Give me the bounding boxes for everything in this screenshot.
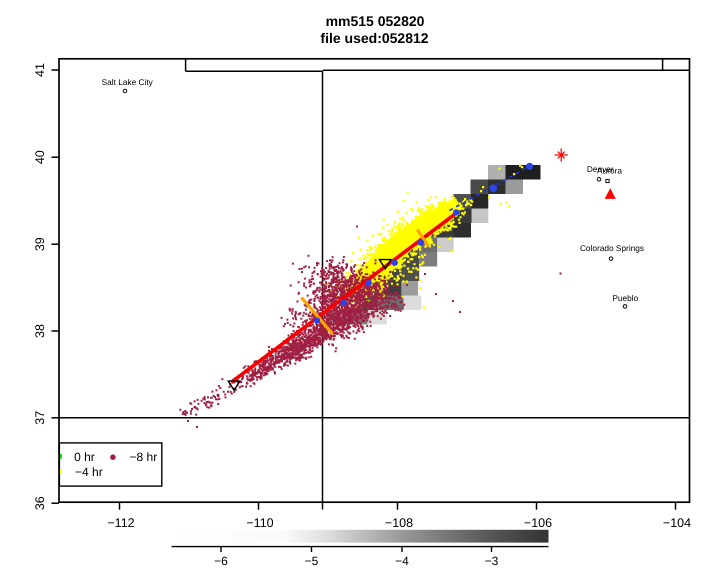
svg-text:Aurora: Aurora [597,166,622,176]
svg-text:Pueblo: Pueblo [612,293,638,303]
svg-text:41: 41 [33,63,47,77]
svg-text:−104: −104 [663,516,691,530]
svg-text:−5: −5 [305,554,319,568]
svg-text:−3: −3 [485,554,499,568]
svg-text:39: 39 [33,237,47,251]
svg-text:−4 hr: −4 hr [75,465,103,479]
svg-text:40: 40 [33,150,47,164]
svg-text:−8 hr: −8 hr [130,450,158,464]
svg-text:−6: −6 [214,554,228,568]
svg-text:−112: −112 [107,516,134,530]
svg-text:0 hr: 0 hr [74,450,95,464]
svg-text:−110: −110 [246,516,273,530]
svg-text:Colorado Springs: Colorado Springs [580,243,644,253]
svg-text:Denver: Denver [587,164,614,174]
svg-text:−4: −4 [395,554,409,568]
svg-text:36: 36 [33,496,47,510]
svg-text:37: 37 [33,411,47,425]
svg-text:−106: −106 [524,516,552,530]
svg-text:Salt Lake City: Salt Lake City [102,77,154,87]
svg-text:−108: −108 [385,516,413,530]
svg-text:38: 38 [33,324,47,338]
svg-text:file used:052812: file used:052812 [320,30,428,46]
svg-text:mm515 052820: mm515 052820 [326,13,425,29]
